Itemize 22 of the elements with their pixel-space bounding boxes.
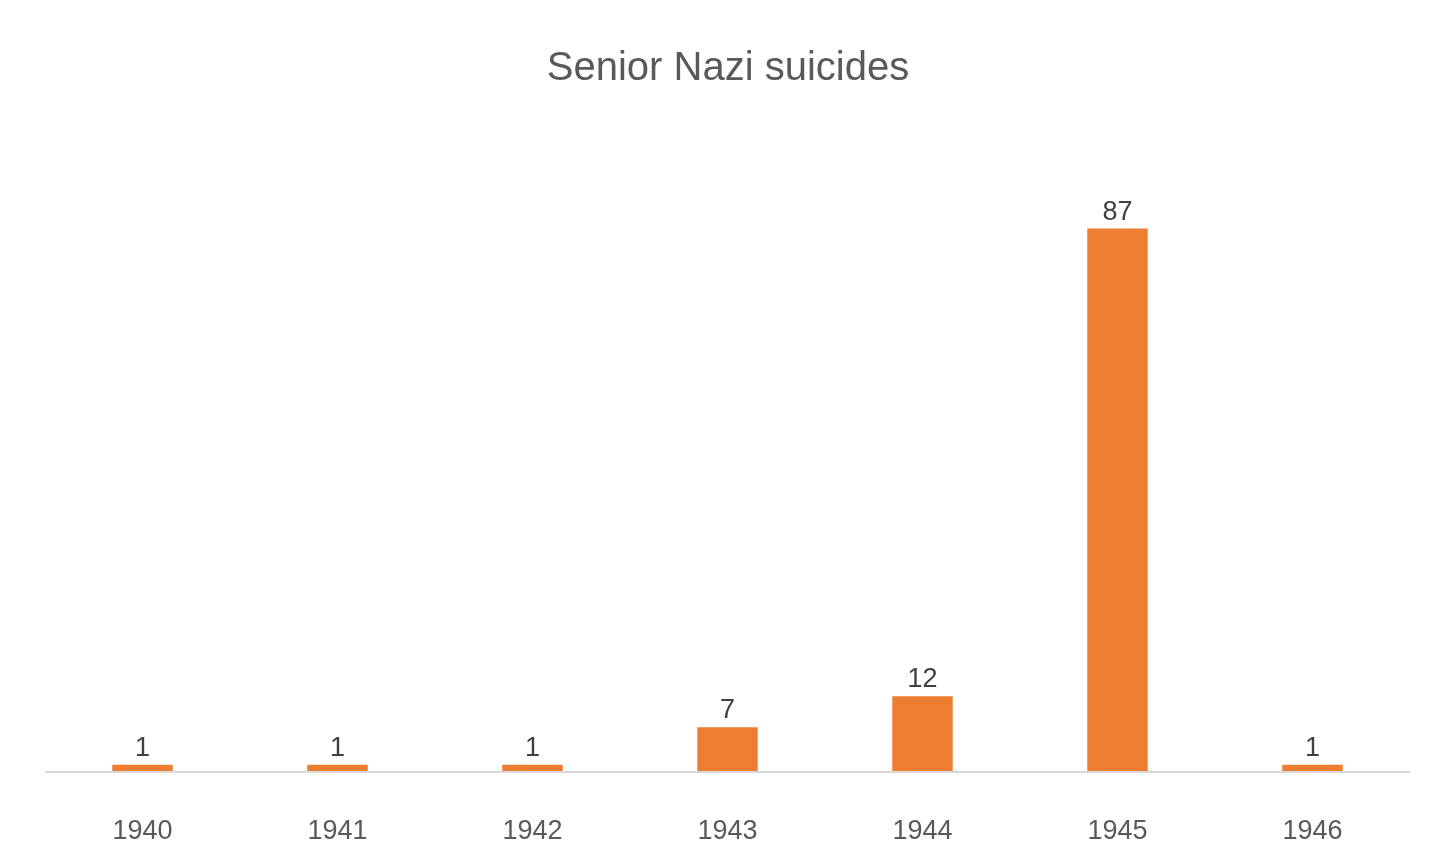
- bar: [112, 764, 173, 771]
- x-tick-label: 1940: [112, 815, 173, 846]
- bar: [892, 696, 953, 771]
- data-label: 7: [719, 694, 736, 725]
- x-tick-label: 1946: [1282, 815, 1343, 846]
- bar: [307, 764, 368, 771]
- bar: [502, 764, 563, 771]
- bar: [1282, 764, 1343, 771]
- data-label: 87: [1102, 195, 1133, 226]
- bar: [1087, 228, 1148, 771]
- data-label: 1: [329, 731, 346, 762]
- data-label: 1: [134, 731, 151, 762]
- chart-title: Senior Nazi suicides: [546, 43, 910, 88]
- x-tick-label: 1941: [307, 815, 368, 846]
- data-label: 12: [907, 663, 938, 694]
- x-tick-label: 1943: [697, 815, 758, 846]
- data-label: 1: [1304, 731, 1321, 762]
- bar: [697, 727, 758, 771]
- x-tick-label: 1944: [892, 815, 953, 846]
- data-label: 1: [524, 731, 541, 762]
- x-tick-label: 1945: [1087, 815, 1148, 846]
- x-tick-label: 1942: [502, 815, 563, 846]
